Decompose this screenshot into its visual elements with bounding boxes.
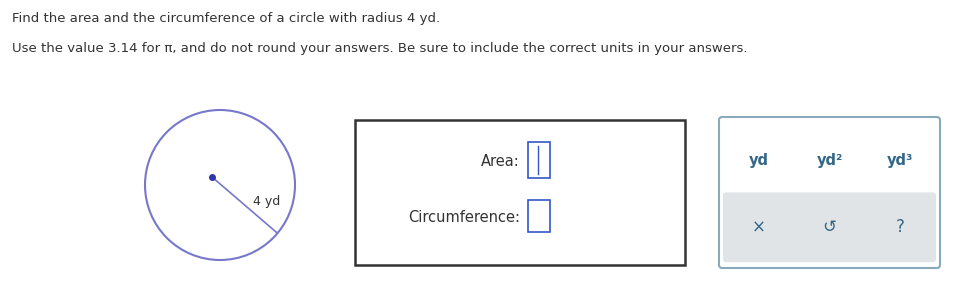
Text: ?: ? bbox=[895, 218, 904, 236]
FancyBboxPatch shape bbox=[723, 192, 935, 262]
Text: 4 yd: 4 yd bbox=[252, 195, 280, 207]
FancyBboxPatch shape bbox=[527, 142, 550, 178]
Text: yd²: yd² bbox=[816, 152, 842, 168]
Text: Circumference:: Circumference: bbox=[408, 210, 519, 226]
Text: yd: yd bbox=[748, 152, 768, 168]
Text: Find the area and the circumference of a circle with radius 4 yd.: Find the area and the circumference of a… bbox=[12, 12, 440, 25]
Text: Area:: Area: bbox=[481, 155, 519, 169]
FancyBboxPatch shape bbox=[527, 200, 550, 232]
Text: yd³: yd³ bbox=[886, 152, 912, 168]
Text: Use the value 3.14 for π, and do not round your answers. Be sure to include the : Use the value 3.14 for π, and do not rou… bbox=[12, 42, 747, 55]
Text: ×: × bbox=[751, 218, 765, 236]
FancyBboxPatch shape bbox=[355, 120, 685, 265]
Text: ↺: ↺ bbox=[822, 218, 835, 236]
FancyBboxPatch shape bbox=[718, 117, 939, 268]
